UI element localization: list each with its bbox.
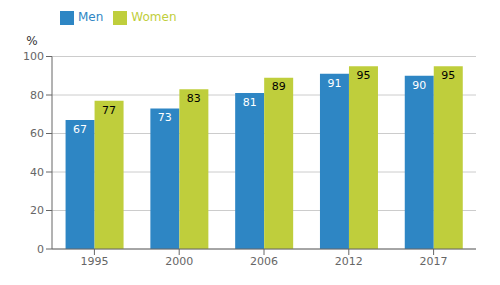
svg-text:73: 73 [158, 111, 172, 124]
svg-text:20: 20 [30, 204, 44, 217]
svg-text:0: 0 [37, 243, 44, 256]
svg-text:100: 100 [23, 50, 44, 63]
svg-text:1995: 1995 [80, 255, 108, 268]
svg-text:95: 95 [356, 69, 370, 82]
svg-text:81: 81 [243, 96, 257, 109]
svg-text:2012: 2012 [335, 255, 363, 268]
html-text:Women: Women [131, 10, 177, 24]
html-text:Men: Men [78, 10, 104, 24]
svg-text:77: 77 [102, 104, 116, 117]
svg-text:67: 67 [73, 123, 87, 136]
svg-text:83: 83 [187, 92, 201, 105]
svg-text:90: 90 [412, 79, 426, 92]
svg-text:2006: 2006 [250, 255, 278, 268]
svg-text:2017: 2017 [420, 255, 448, 268]
svg-text:60: 60 [30, 127, 44, 140]
svg-text:95: 95 [441, 69, 455, 82]
svg-text:40: 40 [30, 166, 44, 179]
svg-text:91: 91 [327, 77, 341, 90]
svg-text:80: 80 [30, 89, 44, 102]
svg-text:%: % [26, 34, 37, 48]
svg-text:2000: 2000 [165, 255, 193, 268]
svg-text:89: 89 [272, 80, 286, 93]
